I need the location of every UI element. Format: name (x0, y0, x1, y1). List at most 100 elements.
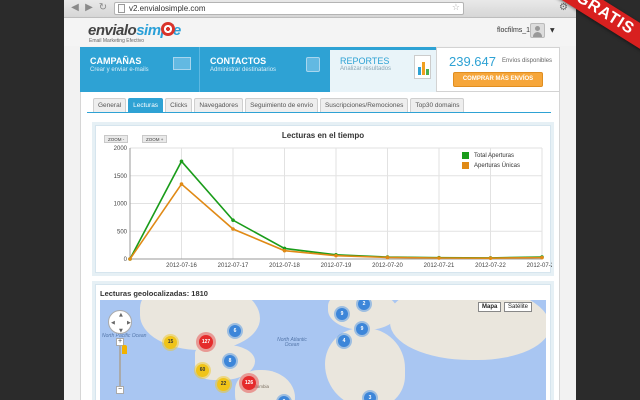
address-bar[interactable]: v2.envialosimple.com ☆ (114, 2, 464, 15)
map-cluster[interactable]: 2 (358, 300, 370, 310)
tab-general[interactable]: General (93, 98, 127, 112)
map-cluster[interactable]: 126 (242, 376, 256, 390)
browser-toolbar: ◀ ▶ ↻ v2.envialosimple.com ☆ ⚙ (64, 0, 576, 18)
map-cluster[interactable]: 15 (164, 336, 177, 349)
credits-amount: 239.647 (449, 54, 496, 69)
tab-lecturas[interactable]: Lecturas (128, 98, 164, 112)
map-zoom-track[interactable] (119, 346, 121, 386)
caret-down-icon[interactable]: ▼ (550, 27, 555, 34)
nav-campaigns[interactable]: CAMPAÑAS Crear y enviar e-mails (80, 47, 200, 92)
pan-down-icon[interactable]: ▼ (119, 328, 123, 334)
star-icon[interactable]: ☆ (451, 3, 460, 13)
map-cluster[interactable]: 9 (356, 323, 368, 335)
chart-title: Lecturas en el tiempo (281, 131, 365, 140)
map-cluster[interactable]: 8 (224, 355, 236, 367)
map-type-map[interactable]: Mapa (478, 302, 502, 312)
address-book-icon (306, 57, 320, 72)
data-point (540, 255, 544, 260)
label-colombia: Colombia (250, 384, 270, 389)
world-map[interactable]: North Pacific Ocean North Atlantic Ocean… (100, 300, 546, 400)
pan-right-icon[interactable]: ▶ (127, 320, 131, 326)
site-header: envialosimple Email Marketing Efectivo f… (64, 18, 576, 46)
x-tick-label: 2012-07-21 (424, 263, 455, 269)
data-point (488, 256, 493, 260)
map-zoom-control[interactable]: + − (116, 338, 124, 398)
y-tick-label: 1500 (114, 174, 128, 180)
label-north-atlantic: North Atlantic Ocean (277, 337, 307, 348)
tab-clicks[interactable]: Clicks (165, 98, 193, 112)
map-pan-control[interactable]: ▲ ▼ ◀ ▶ (108, 310, 132, 334)
readings-chart: Lecturas en el tiempo ZOOM - ZOOM + 0 500… (95, 125, 552, 273)
x-tick-label: 2012-07-20 (372, 263, 403, 269)
pan-up-icon[interactable]: ▲ (119, 312, 123, 318)
map-zoom-out-icon[interactable]: − (116, 386, 124, 394)
geo-map-section: Lecturas geolocalizadas: 1810 North Paci… (95, 284, 551, 400)
label-north-pacific: North Pacific Ocean (102, 333, 147, 339)
reports-panel: General Lecturas Clicks Navegadores Segu… (80, 92, 560, 400)
nav-campaigns-title: CAMPAÑAS (90, 56, 142, 66)
logo-target-icon (161, 22, 175, 36)
envelope-icon (173, 57, 191, 70)
nav-reports-subtitle: Analizar resultados (340, 66, 392, 72)
tab-top30[interactable]: Top30 domains (410, 98, 465, 112)
main-nav: CAMPAÑAS Crear y enviar e-mails CONTACTO… (80, 47, 560, 92)
tab-suscripciones[interactable]: Suscripciones/Remociones (319, 98, 409, 112)
reload-icon[interactable]: ↻ (98, 2, 108, 13)
tab-navegadores[interactable]: Navegadores (194, 98, 244, 112)
data-point (385, 255, 390, 260)
legend-swatch (462, 162, 469, 169)
legend-label: Aperturas Únicas (474, 162, 521, 169)
legend-item: Aperturas Únicas (462, 162, 520, 169)
y-tick-label: 2000 (114, 146, 128, 152)
tab-seguimiento[interactable]: Seguimiento de envío (245, 98, 318, 112)
buy-more-button[interactable]: COMPRAR MÁS ENVÍOS (453, 72, 543, 87)
zoom-in-button[interactable]: ZOOM + (142, 135, 168, 143)
user-avatar-icon[interactable] (530, 23, 545, 38)
map-cluster[interactable]: 6 (229, 325, 241, 337)
nav-reports[interactable]: REPORTES Analizar resultados (330, 47, 436, 92)
map-type-satellite[interactable]: Satélite (504, 302, 533, 312)
land-africa (325, 328, 405, 400)
arrow-right-icon[interactable]: ▶ (85, 2, 93, 13)
chart-svg: 0 500 1000 1500 2000 2012-07-16 2012-07-17 2012… (114, 146, 552, 269)
map-cluster[interactable]: 127 (199, 335, 213, 349)
user-name[interactable]: flocfilms_1 (497, 27, 531, 34)
geo-title: Lecturas geolocalizadas: 1810 (100, 289, 208, 298)
browser-window: ◀ ▶ ↻ v2.envialosimple.com ☆ ⚙ envialosi… (64, 0, 576, 400)
x-tick-label: 2012-07-19 (321, 263, 352, 269)
data-point (437, 256, 441, 260)
y-tick-label: 1000 (114, 202, 128, 208)
chart-legend: Total Aperturas Aperturas Únicas (462, 152, 520, 172)
nav-contacts[interactable]: CONTACTOS Administrar destinatarios (200, 47, 330, 92)
map-cluster[interactable]: 60 (196, 364, 209, 377)
report-chart-icon (414, 55, 431, 79)
wrench-icon[interactable]: ⚙ (559, 2, 568, 13)
legend-label: Total Aperturas (474, 152, 515, 159)
map-cluster[interactable]: 3 (364, 392, 376, 400)
x-tick-label: 2012-07-16 (166, 263, 197, 269)
legend-swatch (462, 152, 469, 159)
data-point (282, 248, 287, 253)
report-tabs: General Lecturas Clicks Navegadores Segu… (93, 98, 466, 112)
map-cluster[interactable]: 22 (217, 378, 230, 391)
data-point (231, 227, 235, 231)
tagline: Email Marketing Efectivo (89, 38, 145, 44)
tab-underline (87, 112, 551, 113)
street-view-pegman-icon[interactable] (122, 345, 127, 354)
credits-label: Envíos disponibles (502, 58, 553, 64)
data-point (179, 182, 184, 186)
x-tick-label: 2012-07-17 (218, 263, 249, 269)
legend-item: Total Aperturas (462, 152, 520, 159)
zoom-out-button[interactable]: ZOOM - (104, 135, 129, 143)
pan-left-icon[interactable]: ◀ (111, 320, 115, 326)
logo-text-1: envialo (88, 22, 137, 39)
data-point (128, 257, 132, 261)
data-point (231, 218, 235, 222)
nav-contacts-subtitle: Administrar destinatarios (210, 67, 277, 73)
nav-contacts-title: CONTACTOS (210, 56, 267, 66)
arrow-left-icon[interactable]: ◀ (71, 2, 79, 13)
map-cluster[interactable]: 9 (336, 308, 348, 320)
map-zoom-in-icon[interactable]: + (116, 338, 124, 346)
map-cluster[interactable]: 4 (338, 335, 350, 347)
credits-box: 239.647 Envíos disponibles COMPRAR MÁS E… (436, 47, 560, 92)
